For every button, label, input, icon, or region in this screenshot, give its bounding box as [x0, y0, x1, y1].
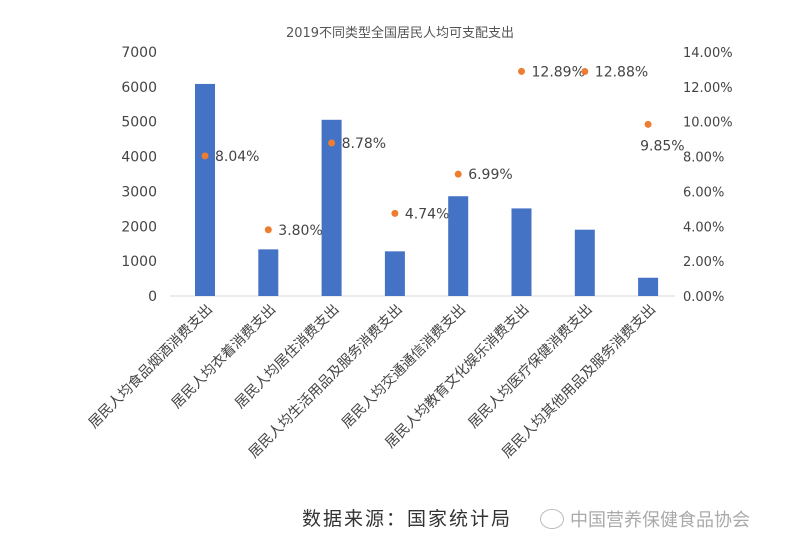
point-label: 6.99% — [468, 167, 512, 183]
point-label: 8.78% — [342, 136, 386, 152]
y-tick-label: 7000 — [121, 45, 157, 61]
bar — [258, 249, 279, 296]
wechat-icon — [540, 509, 564, 529]
bar — [195, 83, 215, 297]
y2-tick-label: 14.00% — [683, 46, 733, 61]
point-label: 12.89% — [532, 64, 585, 80]
y2-tick-label: 10.00% — [683, 116, 733, 131]
x-tick-label: 居民人均交通通信消费支出 — [338, 301, 469, 432]
y2-tick-label: 8.00% — [683, 151, 724, 166]
y-tick-label: 5000 — [121, 115, 157, 131]
y2-tick-label: 0.00% — [683, 290, 724, 305]
y-tick-label: 1000 — [121, 254, 157, 270]
y-tick-label: 3000 — [121, 184, 157, 200]
y-tick-label: 4000 — [121, 150, 157, 166]
bar — [511, 208, 532, 296]
point — [328, 139, 336, 147]
bar — [384, 251, 405, 296]
x-tick-label: 居民人均食品烟酒消费支出 — [85, 301, 216, 432]
chart-title: 2019不同类型全国居民人均可支配支出 — [286, 25, 514, 41]
y2-tick-label: 6.00% — [683, 185, 724, 200]
point — [391, 209, 399, 217]
bar — [638, 277, 659, 296]
x-tick-label: 居民人均衣着消费支出 — [169, 302, 279, 412]
x-tick-label: 居民人均居住消费支出 — [232, 302, 342, 412]
bar — [448, 196, 469, 296]
x-tick-label: 居民人均医疗保健消费支出 — [466, 302, 596, 432]
point-label: 12.88% — [595, 65, 648, 81]
y-tick-label: 2000 — [121, 219, 157, 235]
y2-tick-label: 4.00% — [683, 220, 724, 235]
point — [581, 68, 589, 76]
point-label: 3.80% — [278, 223, 322, 239]
watermark-text: 中国营养保健食品协会 — [570, 510, 750, 531]
y-tick-label: 6000 — [121, 80, 157, 96]
y2-tick-label: 2.00% — [683, 255, 724, 270]
point — [454, 170, 462, 178]
y-tick-label: 0 — [148, 289, 157, 305]
data-source: 数据来源：国家统计局 — [302, 508, 513, 530]
point-label: 9.85% — [640, 138, 684, 154]
point-label: 8.04% — [215, 149, 259, 165]
bar — [321, 119, 342, 296]
point — [518, 67, 525, 75]
point-label: 4.74% — [405, 206, 449, 222]
watermark: 中国营养保健食品协会 — [540, 506, 750, 532]
point — [644, 120, 652, 128]
point — [264, 226, 272, 234]
y2-tick-label: 12.00% — [683, 81, 733, 96]
point — [201, 152, 209, 160]
bar — [574, 229, 595, 296]
